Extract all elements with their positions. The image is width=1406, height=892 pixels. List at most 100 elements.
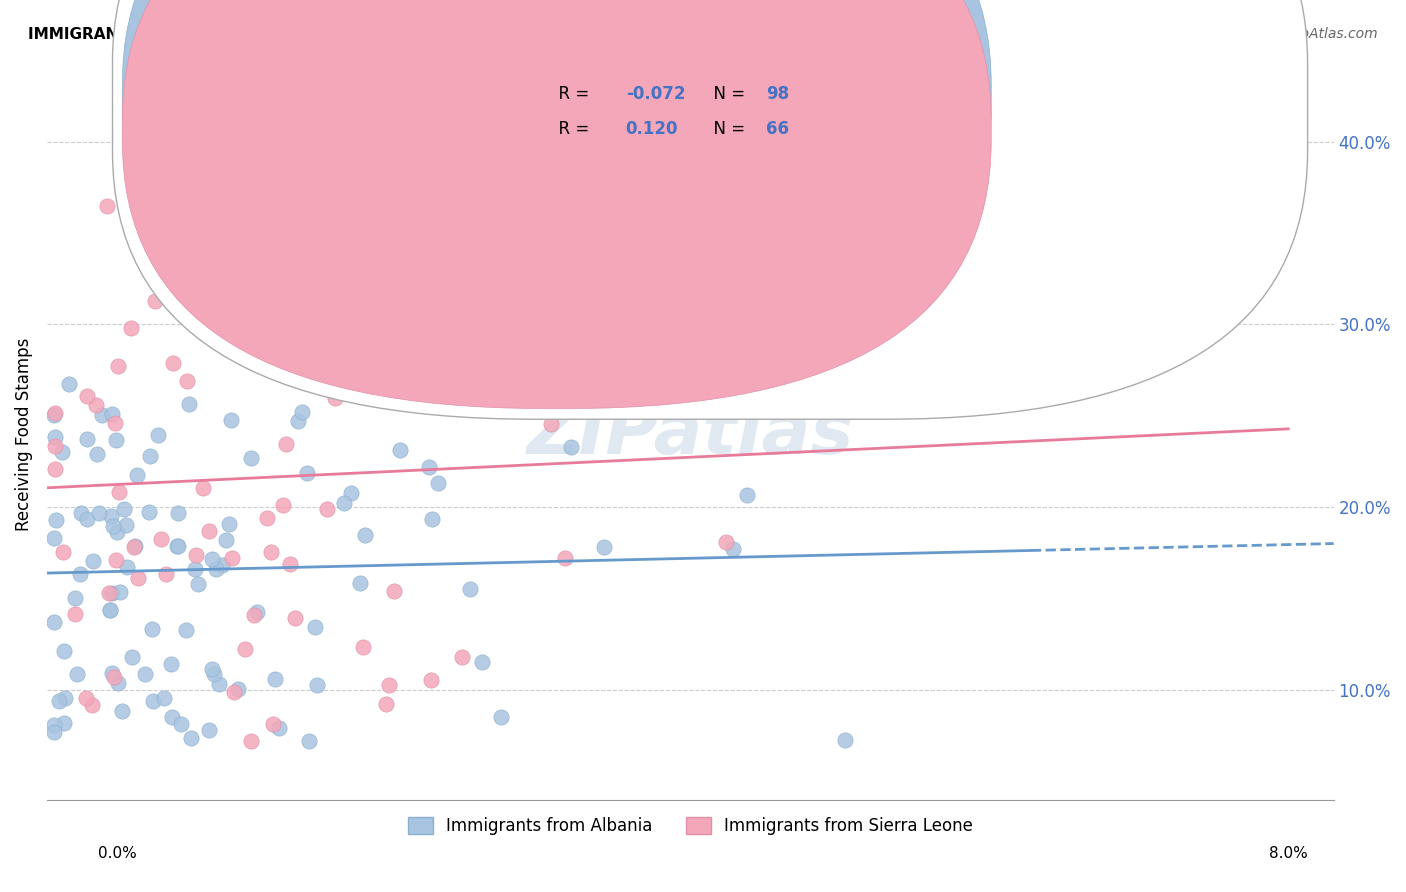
Point <box>406 343 429 358</box>
Point <box>51 444 73 458</box>
Point <box>714 535 737 549</box>
Point <box>378 678 401 692</box>
Point <box>198 524 221 539</box>
Point <box>721 541 744 556</box>
Point <box>98 603 121 617</box>
Point <box>82 554 104 568</box>
Point <box>735 488 758 502</box>
Point <box>101 586 124 600</box>
Point <box>233 642 256 657</box>
Point <box>385 211 408 225</box>
Point <box>174 623 197 637</box>
Point <box>427 476 450 491</box>
Point <box>294 259 316 273</box>
Point <box>305 678 328 692</box>
Point <box>52 545 75 559</box>
Point <box>44 531 66 545</box>
Text: R =: R = <box>548 120 595 138</box>
Point <box>143 293 166 308</box>
Text: N =: N = <box>703 85 751 103</box>
Point <box>218 516 240 531</box>
Point <box>122 540 145 554</box>
Point <box>98 585 121 599</box>
Point <box>104 433 127 447</box>
Point <box>219 413 242 427</box>
Point <box>336 314 359 328</box>
Y-axis label: Receiving Food Stamps: Receiving Food Stamps <box>15 337 32 531</box>
Point <box>153 690 176 705</box>
Point <box>315 501 337 516</box>
Point <box>389 442 412 457</box>
Point <box>141 622 163 636</box>
Point <box>114 518 136 533</box>
Point <box>226 682 249 697</box>
Point <box>66 667 89 681</box>
Point <box>162 356 184 370</box>
Point <box>45 513 67 527</box>
Point <box>302 247 325 261</box>
Text: IMMIGRANTS FROM ALBANIA VS IMMIGRANTS FROM SIERRA LEONE RECEIVING FOOD STAMPS CO: IMMIGRANTS FROM ALBANIA VS IMMIGRANTS FR… <box>28 27 1019 42</box>
Point <box>201 552 224 566</box>
Point <box>271 498 294 512</box>
Point <box>239 733 262 747</box>
Point <box>166 539 188 553</box>
Point <box>111 704 134 718</box>
Point <box>89 506 111 520</box>
Point <box>53 690 76 705</box>
Point <box>69 566 91 581</box>
Point <box>44 615 66 629</box>
Point <box>215 533 238 548</box>
Point <box>44 724 66 739</box>
Point <box>108 585 131 599</box>
Point <box>243 608 266 623</box>
Text: -0.072: -0.072 <box>626 85 685 103</box>
Text: Source: ZipAtlas.com: Source: ZipAtlas.com <box>1230 27 1378 41</box>
Point <box>592 540 614 554</box>
Point <box>274 436 297 450</box>
Text: R =: R = <box>548 85 595 103</box>
Point <box>44 461 66 475</box>
Point <box>471 655 494 669</box>
Point <box>120 320 142 334</box>
Point <box>184 561 207 575</box>
Point <box>451 650 474 665</box>
Point <box>420 673 443 688</box>
Point <box>333 496 356 510</box>
Point <box>107 676 129 690</box>
Point <box>149 532 172 546</box>
Point <box>540 417 562 431</box>
Point <box>184 548 207 562</box>
Text: 66: 66 <box>766 120 789 138</box>
Point <box>115 559 138 574</box>
Point <box>134 666 156 681</box>
Point <box>371 300 394 314</box>
Point <box>121 649 143 664</box>
Point <box>101 665 124 680</box>
Point <box>284 611 307 625</box>
Point <box>63 607 86 621</box>
Point <box>198 723 221 737</box>
Point <box>224 685 246 699</box>
Point <box>76 389 98 403</box>
Point <box>187 577 209 591</box>
Point <box>100 508 122 523</box>
Point <box>44 409 66 423</box>
Point <box>124 540 146 554</box>
Point <box>127 467 149 482</box>
Point <box>239 450 262 465</box>
Point <box>374 698 396 712</box>
Point <box>53 643 76 657</box>
Point <box>138 505 160 519</box>
Point <box>44 430 66 444</box>
Point <box>166 539 188 553</box>
Point <box>44 439 66 453</box>
Point <box>112 502 135 516</box>
Point <box>291 405 314 419</box>
Point <box>208 677 231 691</box>
Point <box>323 391 346 405</box>
Point <box>166 507 188 521</box>
Point <box>75 690 97 705</box>
Point <box>162 709 184 723</box>
Point <box>142 694 165 708</box>
Point <box>104 416 127 430</box>
